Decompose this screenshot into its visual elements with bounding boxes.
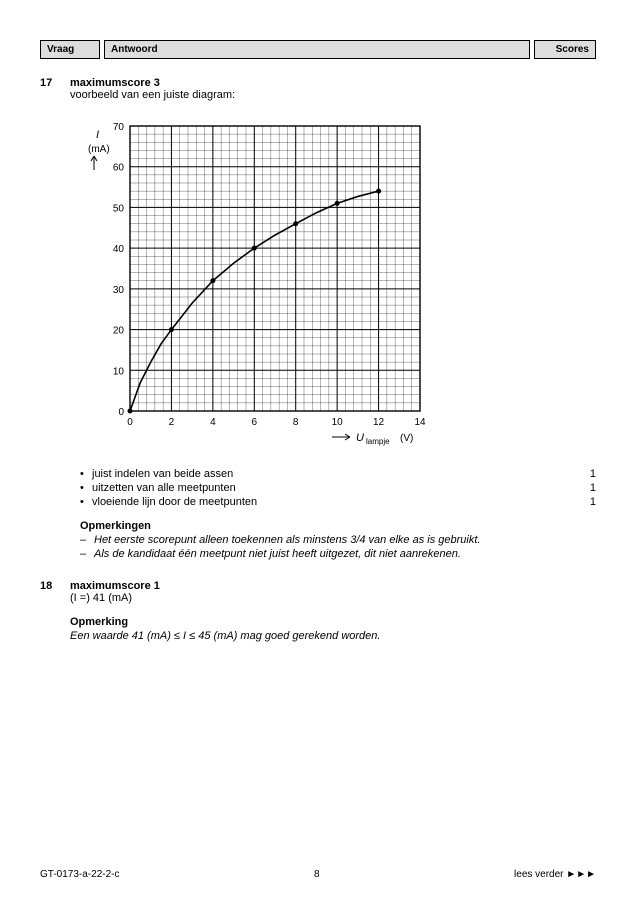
- svg-text:0: 0: [127, 417, 133, 428]
- bullet-row: •uitzetten van alle meetpunten1: [80, 482, 596, 494]
- bullet-text: uitzetten van alle meetpunten: [92, 482, 576, 494]
- q18-note-head: Opmerking: [70, 616, 596, 628]
- bullet-dot: •: [80, 496, 92, 508]
- svg-text:U: U: [356, 432, 364, 444]
- q17-number: 17: [40, 77, 52, 89]
- q17-subtitle: voorbeeld van een juiste diagram:: [70, 89, 596, 101]
- footer-right: lees verder ►►►: [514, 869, 596, 880]
- bullet-score: 1: [576, 482, 596, 494]
- svg-text:4: 4: [210, 417, 216, 428]
- svg-text:14: 14: [414, 417, 426, 428]
- svg-text:I: I: [96, 129, 99, 141]
- footer-center: 8: [314, 869, 320, 880]
- q18-note: Opmerking Een waarde 41 (mA) ≤ I ≤ 45 (m…: [70, 616, 596, 642]
- bullet-row: •vloeiende lijn door de meetpunten1: [80, 496, 596, 508]
- note-item: –Het eerste scorepunt alleen toekennen a…: [80, 534, 596, 546]
- svg-text:20: 20: [113, 326, 125, 337]
- q18-line1: (I =) 41 (mA): [70, 592, 596, 604]
- header-vraag: Vraag: [40, 40, 100, 59]
- svg-text:10: 10: [113, 366, 125, 377]
- question-17: 17 maximumscore 3 voorbeeld van een juis…: [70, 77, 596, 560]
- note-dash: –: [80, 534, 94, 546]
- bullet-dot: •: [80, 468, 92, 480]
- svg-text:10: 10: [332, 417, 344, 428]
- footer: GT-0173-a-22-2-c 8 lees verder ►►►: [40, 869, 596, 880]
- bullet-score: 1: [576, 496, 596, 508]
- svg-text:0: 0: [118, 407, 124, 418]
- bullet-text: juist indelen van beide assen: [92, 468, 576, 480]
- q17-notes: Opmerkingen –Het eerste scorepunt alleen…: [80, 520, 596, 560]
- question-18: 18 maximumscore 1 (I =) 41 (mA) Opmerkin…: [70, 580, 596, 642]
- q18-title: maximumscore 1: [70, 580, 596, 592]
- q18-note-text: Een waarde 41 (mA) ≤ I ≤ 45 (mA) mag goe…: [70, 630, 596, 642]
- q17-note-head: Opmerkingen: [80, 520, 596, 532]
- note-item: –Als de kandidaat één meetpunt niet juis…: [80, 548, 596, 560]
- footer-left: GT-0173-a-22-2-c: [40, 869, 119, 880]
- bullet-dot: •: [80, 482, 92, 494]
- header-antwoord: Antwoord: [104, 40, 530, 59]
- header-row: Vraag Antwoord Scores: [40, 40, 596, 59]
- note-dash: –: [80, 548, 94, 560]
- chart-svg: 0 2 4 6 8 10 12 14 0 10 20 30 40 50 60 70 I (mA) Ulampje (V…: [80, 111, 440, 451]
- page: Vraag Antwoord Scores 17 maximumscore 3 …: [0, 0, 636, 900]
- svg-text:8: 8: [293, 417, 299, 428]
- svg-text:12: 12: [373, 417, 385, 428]
- svg-text:40: 40: [113, 244, 125, 255]
- svg-text:lampje: lampje: [366, 437, 390, 446]
- svg-text:70: 70: [113, 122, 125, 133]
- q18-number: 18: [40, 580, 52, 592]
- bullet-row: •juist indelen van beide assen1: [80, 468, 596, 480]
- note-text: Als de kandidaat één meetpunt niet juist…: [94, 548, 461, 560]
- chart-container: 0 2 4 6 8 10 12 14 0 10 20 30 40 50 60 70 I (mA) Ulampje (V…: [80, 111, 596, 454]
- bullet-score: 1: [576, 468, 596, 480]
- svg-text:30: 30: [113, 285, 125, 296]
- svg-text:50: 50: [113, 203, 125, 214]
- bullet-text: vloeiende lijn door de meetpunten: [92, 496, 576, 508]
- svg-text:(mA): (mA): [88, 144, 110, 155]
- svg-text:6: 6: [252, 417, 258, 428]
- note-text: Het eerste scorepunt alleen toekennen al…: [94, 534, 480, 546]
- svg-text:2: 2: [169, 417, 175, 428]
- q17-title: maximumscore 3: [70, 77, 596, 89]
- q17-bullets: •juist indelen van beide assen1•uitzette…: [80, 468, 596, 508]
- svg-text:(V): (V): [400, 433, 413, 444]
- header-scores: Scores: [534, 40, 596, 59]
- svg-text:60: 60: [113, 163, 125, 174]
